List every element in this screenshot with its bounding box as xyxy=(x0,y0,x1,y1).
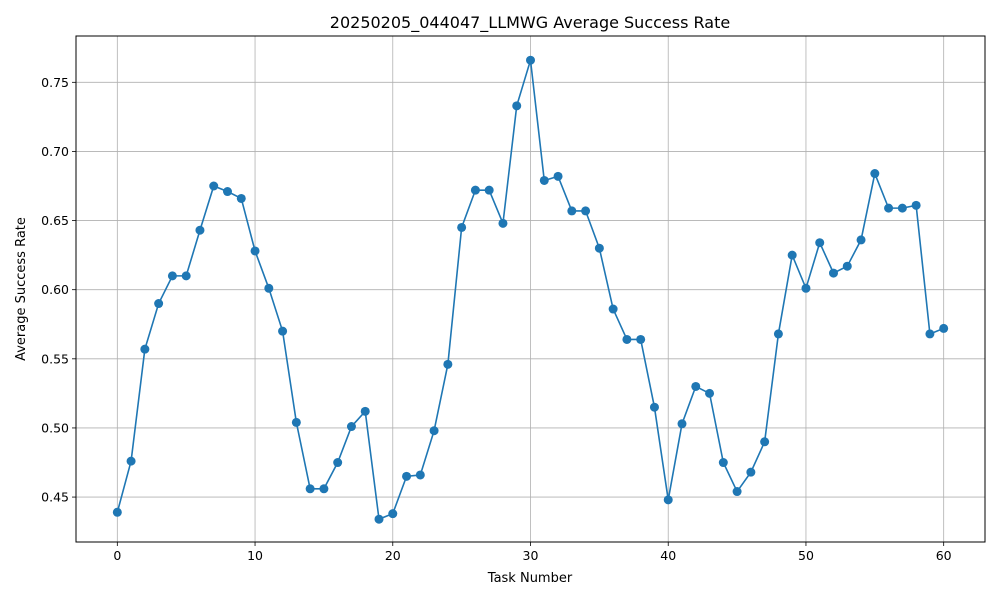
data-point xyxy=(236,193,246,203)
x-tick-label: 20 xyxy=(385,548,401,563)
y-axis-ticks: 0.45 0.50 0.55 0.60 0.65 0.70 0.75 xyxy=(41,75,76,505)
data-point xyxy=(526,55,535,65)
y-axis-label: Average Success Rate xyxy=(14,217,29,361)
data-point xyxy=(167,271,177,281)
data-point xyxy=(691,381,701,391)
y-tick-label: 0.70 xyxy=(41,144,69,159)
x-axis-label: Task Number xyxy=(487,571,573,586)
data-point xyxy=(622,334,632,344)
y-tick-label: 0.65 xyxy=(41,213,69,228)
data-point xyxy=(498,218,508,228)
data-point xyxy=(250,246,260,256)
data-point xyxy=(195,225,205,235)
data-point xyxy=(443,359,453,369)
data-point xyxy=(181,271,191,281)
data-point xyxy=(746,467,756,477)
data-point xyxy=(787,250,797,260)
data-point xyxy=(512,101,522,111)
data-point xyxy=(374,514,384,524)
data-point xyxy=(388,509,398,519)
data-point xyxy=(319,484,329,494)
data-point xyxy=(760,437,770,447)
x-tick-label: 10 xyxy=(247,548,263,563)
data-point xyxy=(581,206,591,216)
x-tick-label: 30 xyxy=(523,548,539,563)
data-point xyxy=(567,206,577,216)
y-tick-label: 0.60 xyxy=(41,282,69,297)
x-tick-label: 50 xyxy=(798,548,814,563)
data-point xyxy=(154,299,164,309)
x-tick-label: 40 xyxy=(660,548,676,563)
data-point xyxy=(939,323,949,333)
data-point xyxy=(608,304,618,314)
data-point xyxy=(415,470,425,480)
chart-title: 20250205_044047_LLMWG Average Success Ra… xyxy=(330,13,730,33)
data-point xyxy=(842,261,852,271)
data-point xyxy=(126,456,136,466)
data-point xyxy=(897,203,907,213)
data-point xyxy=(209,181,219,191)
x-tick-label: 0 xyxy=(113,548,121,563)
data-point xyxy=(484,185,494,195)
data-point xyxy=(278,326,288,336)
data-point xyxy=(594,243,604,253)
data-point xyxy=(333,458,343,468)
data-point xyxy=(223,187,232,197)
data-point xyxy=(305,484,315,494)
y-tick-label: 0.55 xyxy=(41,351,69,366)
x-axis-ticks: 0 10 20 30 40 50 60 xyxy=(113,542,952,563)
data-point xyxy=(457,222,467,232)
data-point xyxy=(829,268,838,278)
data-point xyxy=(718,458,728,468)
data-point xyxy=(264,283,274,293)
data-point xyxy=(140,344,150,354)
data-point xyxy=(470,185,480,195)
data-point xyxy=(649,402,659,412)
data-point xyxy=(636,334,646,344)
data-point xyxy=(429,426,439,436)
data-point xyxy=(539,175,549,185)
y-tick-label: 0.75 xyxy=(41,75,69,90)
data-point xyxy=(360,406,370,416)
y-tick-label: 0.50 xyxy=(41,420,69,435)
data-point xyxy=(291,417,301,427)
data-point xyxy=(856,235,866,245)
x-tick-label: 60 xyxy=(936,548,952,563)
data-point xyxy=(815,238,825,248)
data-point xyxy=(925,329,935,339)
data-point xyxy=(705,388,715,398)
data-point xyxy=(346,422,356,432)
data-point xyxy=(732,487,742,497)
data-point xyxy=(801,283,811,293)
data-point xyxy=(773,329,783,339)
data-point xyxy=(911,200,921,210)
y-tick-label: 0.45 xyxy=(41,490,69,505)
data-point xyxy=(677,419,687,429)
data-point xyxy=(402,471,412,481)
data-point xyxy=(112,507,122,517)
series-layer xyxy=(112,55,949,524)
data-point xyxy=(870,169,880,179)
data-point xyxy=(663,495,673,505)
data-point xyxy=(553,171,563,181)
data-point xyxy=(884,203,894,213)
